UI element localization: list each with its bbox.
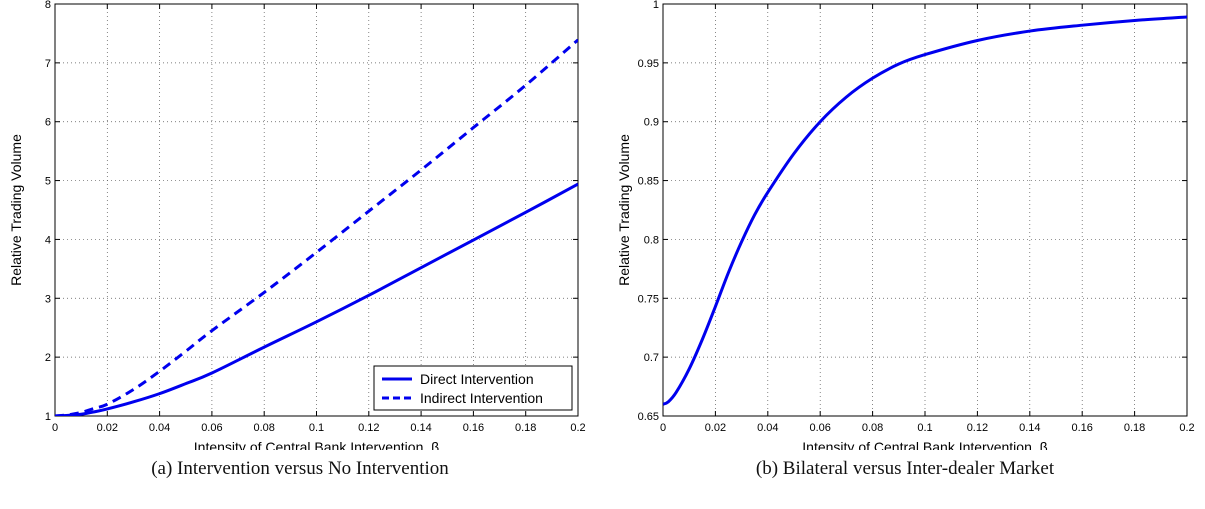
legend-label: Direct Intervention [420, 371, 534, 387]
chart-a: 0 0.02 0.04 0.06 0.08 0.1 0.12 0.14 0.16 0.18 0.2 1… [8, 0, 586, 455]
x-tick-label: 0.16 [463, 422, 484, 434]
x-tick-label: 0.06 [201, 422, 222, 434]
x-tick-label: 0.04 [757, 422, 778, 434]
x-tick-label: 0 [52, 422, 58, 434]
x-tick-label: 0.12 [967, 422, 988, 434]
x-tick-label: 0.1 [917, 422, 932, 434]
y-tick-label: 0.95 [638, 58, 659, 70]
legend-label: Indirect Intervention [420, 390, 543, 406]
caption-b: (b) Bilateral versus Inter-dealer Market [755, 458, 1055, 479]
series-line-a-0 [55, 182, 578, 416]
y-tick-label: 7 [45, 58, 51, 70]
y-tick-label: 0.75 [638, 293, 659, 305]
x-tick-label: 0.14 [410, 422, 431, 434]
legend-box [373, 365, 573, 411]
x-tick-label: 0.2 [570, 422, 585, 434]
y-tick-label: 6 [45, 117, 51, 129]
x-tick-label: 0.08 [862, 422, 883, 434]
x-tick-label: 0.06 [809, 422, 830, 434]
caption-a: (a) Intervention versus No Intervention [151, 458, 449, 479]
x-tick-label: 0.02 [97, 422, 118, 434]
plot-frame [54, 3, 579, 417]
x-tick-label: 0.02 [705, 422, 726, 434]
figure-a: 0 0.02 0.04 0.06 0.08 0.1 0.12 0.14 0.16 0.18 0.2 1… [0, 0, 600, 509]
y-tick-label: 0.9 [644, 117, 659, 129]
y-tick-label: 3 [45, 293, 51, 305]
series-line-b-0 [663, 15, 1187, 406]
y-tick-label: 0.7 [644, 352, 659, 364]
x-tick-label: 0.12 [358, 422, 379, 434]
x-tick-label: 0.18 [515, 422, 536, 434]
y-tick-label: 4 [45, 234, 51, 246]
plot-frame [662, 3, 1188, 417]
x-tick-label: 0.16 [1071, 422, 1092, 434]
y-tick-label: 5 [45, 176, 51, 188]
x-axis-label: Intensity of Central Bank Intervention, … [802, 439, 1047, 450]
x-tick-label: 0.18 [1124, 422, 1145, 434]
chart-b: 0 0.02 0.04 0.06 0.08 0.1 0.12 0.14 0.16 0.18 0.2 0… [616, 0, 1195, 455]
legend: Direct Intervention Indirect Intervention [373, 365, 573, 411]
y-tick-label: 0.65 [638, 411, 659, 423]
y-tick-label: 1 [653, 0, 659, 11]
x-tick-label: 0.2 [1179, 422, 1194, 434]
x-axis-label: Intensity of Central Bank Intervention, … [194, 439, 439, 450]
y-axis-label: Relative Trading Volume [8, 134, 24, 286]
y-tick-label: 0.85 [638, 176, 659, 188]
y-tick-label: 1 [45, 411, 51, 423]
y-axis-label: Relative Trading Volume [616, 134, 632, 286]
x-tick-label: 0.08 [253, 422, 274, 434]
series-line-a-1 [55, 38, 578, 416]
x-tick-label: 0.04 [149, 422, 170, 434]
figure-b: 0 0.02 0.04 0.06 0.08 0.1 0.12 0.14 0.16 0.18 0.2 0… [605, 0, 1205, 509]
x-tick-label: 0.1 [309, 422, 324, 434]
x-tick-label: 0 [660, 422, 666, 434]
x-tick-label: 0.14 [1019, 422, 1040, 434]
y-tick-label: 2 [45, 352, 51, 364]
y-tick-label: 0.8 [644, 234, 659, 246]
y-tick-label: 8 [45, 0, 51, 11]
